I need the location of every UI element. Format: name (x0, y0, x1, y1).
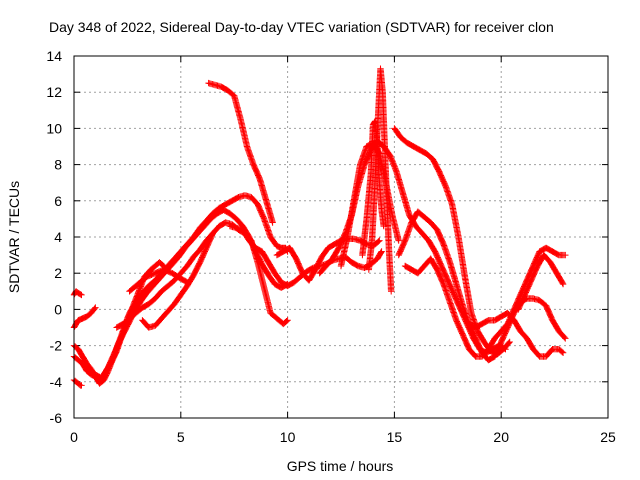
x-tick-label: 10 (280, 429, 296, 445)
chart-title: Day 348 of 2022, Sidereal Day-to-day VTE… (49, 19, 554, 35)
x-axis-label: GPS time / hours (287, 458, 394, 474)
x-tick-label: 25 (600, 429, 616, 445)
y-tick-label: 0 (54, 301, 62, 317)
series-arc-19 (401, 244, 569, 360)
y-tick-label: 6 (54, 193, 62, 209)
y-tick-label: 2 (54, 265, 62, 281)
y-tick-label: -4 (50, 374, 63, 390)
y-tick-label: -2 (50, 338, 63, 354)
series-arc-20 (466, 309, 567, 360)
series-markers (126, 266, 191, 295)
series-arc-09 (139, 230, 216, 331)
series-markers (139, 230, 216, 331)
series-markers (466, 309, 567, 360)
y-tick-label: 14 (46, 48, 62, 64)
y-tick-label: 12 (46, 84, 62, 100)
y-tick-label: 4 (54, 229, 62, 245)
x-tick-label: 0 (70, 429, 78, 445)
plot-frame (73, 55, 609, 419)
series-markers (401, 244, 569, 360)
data-layer (70, 65, 569, 389)
series-arc-10 (205, 79, 276, 226)
axis-ticks: 0 5 10 15 20 25 -6 -4 -2 0 2 4 6 8 10 12 14 (46, 48, 616, 445)
y-axis-label: SDTVAR / TECUs (6, 181, 22, 293)
series-arc-21 (515, 251, 567, 313)
x-tick-label: 5 (177, 429, 185, 445)
y-tick-label: 8 (54, 157, 62, 173)
y-tick-label: 10 (46, 120, 62, 136)
series-markers (515, 251, 567, 313)
x-tick-label: 15 (387, 429, 403, 445)
x-tick-label: 20 (493, 429, 509, 445)
series-markers (205, 79, 276, 226)
series-markers (365, 65, 395, 295)
y-tick-label: -6 (50, 410, 63, 426)
series-arc-16 (365, 65, 395, 295)
grid (74, 56, 608, 418)
series-arc-08 (126, 266, 191, 295)
